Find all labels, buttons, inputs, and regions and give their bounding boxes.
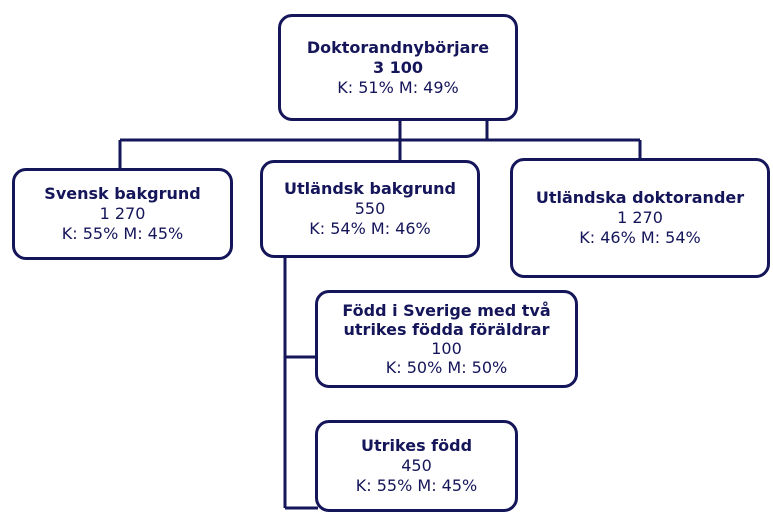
node-split: K: 46% M: 54% bbox=[579, 228, 701, 247]
node-title: Född i Sverige med två utrikes födda för… bbox=[342, 301, 551, 339]
node-split: K: 55% M: 45% bbox=[61, 224, 184, 243]
node: Utländska doktorander 1 270 K: 46% M: 54… bbox=[510, 158, 770, 278]
node-title: Svensk bakgrund bbox=[44, 184, 201, 203]
node: Född i Sverige med två utrikes födda för… bbox=[315, 290, 578, 388]
node-split: K: 55% M: 45% bbox=[355, 476, 478, 495]
node-count: 1 270 bbox=[99, 204, 146, 223]
node-split: K: 51% M: 49% bbox=[337, 77, 459, 97]
node-title: Doktorandnybörjare bbox=[306, 37, 490, 57]
node-count: 3 100 bbox=[372, 57, 424, 77]
node-split: K: 54% M: 46% bbox=[309, 219, 431, 238]
node: Svensk bakgrund 1 270 K: 55% M: 45% bbox=[12, 168, 233, 260]
node-title: Utländska doktorander bbox=[535, 188, 745, 207]
node-root: Doktorandnybörjare 3 100 K: 51% M: 49% bbox=[278, 14, 518, 121]
node-count: 100 bbox=[431, 339, 462, 358]
node-title: Utländsk bakgrund bbox=[284, 179, 456, 198]
node-count: 1 270 bbox=[617, 208, 663, 227]
node: Utländsk bakgrund 550 K: 54% M: 46% bbox=[260, 160, 480, 258]
node: Utrikes född 450 K: 55% M: 45% bbox=[315, 420, 518, 512]
node-split: K: 50% M: 50% bbox=[385, 358, 508, 377]
node-title: Utrikes född bbox=[360, 436, 473, 455]
node-count: 450 bbox=[401, 456, 432, 475]
node-count: 550 bbox=[354, 199, 386, 218]
